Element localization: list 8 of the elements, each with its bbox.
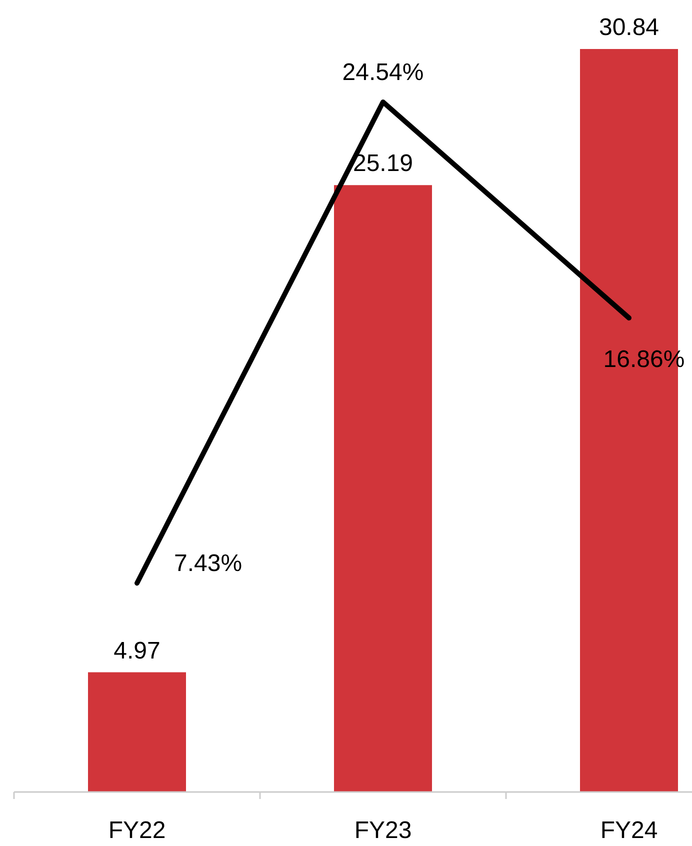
x-tick-label: FY24: [600, 817, 658, 844]
x-tick-label: FY22: [108, 817, 166, 844]
data-label: 30.84: [598, 14, 660, 41]
data-label: 25.19: [352, 150, 414, 178]
x-tick-label: FY23: [354, 817, 412, 844]
data-label: 4.97: [114, 637, 160, 664]
data-label: 24.54%: [342, 59, 424, 86]
data-label: 7.43%: [174, 550, 242, 578]
